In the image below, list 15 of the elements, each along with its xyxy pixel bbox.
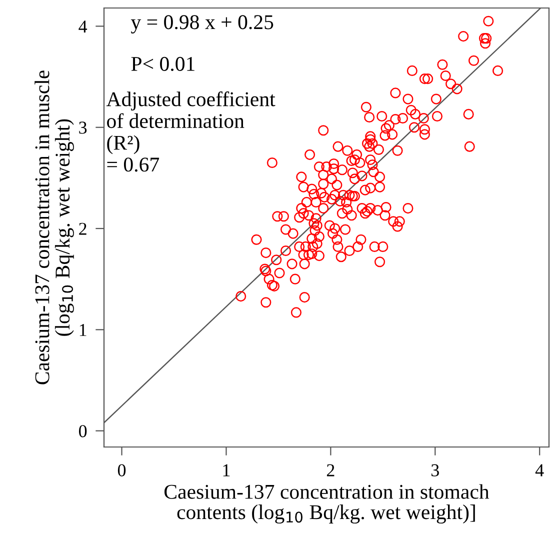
x-tick-label: 2 bbox=[326, 464, 334, 476]
x-axis-title: Caesium-137 concentration in stomach contents (log$_{10}$ Bq/kg. wet weight)] bbox=[164, 484, 490, 524]
annotation: y = 0.98 x + 0.25 bbox=[130, 15, 274, 34]
annotation: P< 0.01 bbox=[131, 56, 194, 72]
y-tick-label: 0 bbox=[78, 425, 87, 438]
y-axis-title: Caesium-137 concentration in muscle (log$_{10}$ Bq/kg. wet weight) bbox=[34, 70, 74, 384]
y-tick-label: 2 bbox=[79, 222, 86, 235]
y-tick-label: 4 bbox=[78, 20, 88, 32]
x-tick-label: 4 bbox=[535, 464, 544, 476]
x-tick-label: 0 bbox=[118, 464, 126, 476]
annotation: Adjusted coefficient of determination (R²) = 0.67 bbox=[106, 91, 276, 172]
y-tick-label: 1 bbox=[80, 324, 86, 336]
x-tick-label: 3 bbox=[431, 464, 439, 476]
x-tick-label: 1 bbox=[223, 464, 230, 476]
y-tick-label: 3 bbox=[79, 122, 87, 134]
